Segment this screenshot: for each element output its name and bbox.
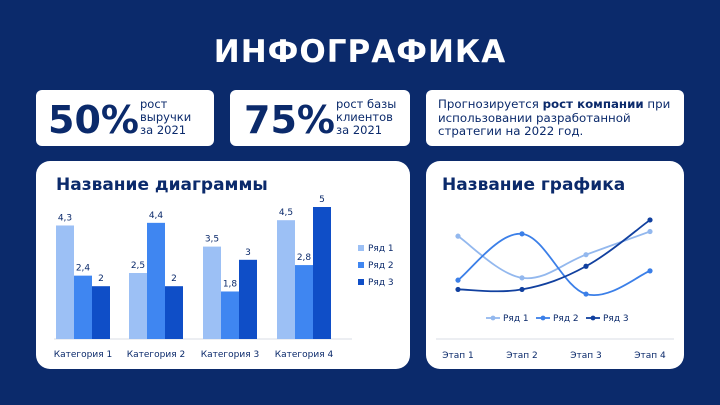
- legend-label: Ряд 3: [368, 278, 394, 288]
- series-line: [457, 230, 651, 280]
- x-tick-label: Этап 3: [570, 351, 602, 361]
- legend-label: Ряд 2: [368, 261, 394, 271]
- bar: [221, 291, 239, 339]
- legend-label: Ряд 1: [368, 244, 394, 254]
- bar: [74, 275, 92, 339]
- data-point: [583, 263, 589, 269]
- stat-label-line: выручки: [140, 110, 192, 124]
- data-label: 2: [171, 274, 177, 284]
- x-tick-label: Категория 3: [201, 350, 259, 360]
- legend-label: Ряд 3: [603, 314, 629, 324]
- bar: [129, 273, 147, 339]
- bar: [165, 286, 183, 339]
- legend-marker: [540, 315, 546, 321]
- stat-value-revenue: 50%: [48, 98, 139, 142]
- data-point: [583, 252, 589, 258]
- data-label: 4,4: [149, 211, 164, 221]
- legend-label: Ряд 1: [503, 314, 529, 324]
- stat-label-line: за 2021: [140, 123, 187, 137]
- stat-card-revenue: 50% рост выручки за 2021: [36, 90, 214, 146]
- note-text-end: при использовании разработанной стратеги…: [438, 97, 671, 138]
- bar: [239, 259, 257, 339]
- data-point: [455, 277, 461, 283]
- bar: [295, 265, 313, 339]
- bar: [277, 220, 295, 339]
- note-text-bold: рост компании: [542, 97, 644, 111]
- data-label: 4,3: [58, 213, 72, 223]
- data-label: 2,8: [297, 253, 312, 263]
- line-chart: Этап 1 Этап 2 Этап 3 Этап 4 Ряд 1 Ряд 2 Ряд 3: [436, 217, 674, 361]
- legend-marker: [590, 315, 596, 321]
- data-label: 3,5: [205, 235, 219, 245]
- data-point: [455, 233, 461, 239]
- data-point: [583, 291, 589, 297]
- data-point: [647, 268, 653, 274]
- x-tick-label: Категория 1: [54, 350, 112, 360]
- page-title: ИНФОГРАФИКА: [213, 34, 507, 70]
- forecast-note-text: Прогнозируется рост компании при использ…: [438, 97, 676, 139]
- stat-label-line: рост: [140, 97, 168, 111]
- data-point: [519, 286, 525, 293]
- line-chart-card: Название графика Этап 1 Этап 2 Этап 3 Этап …: [426, 161, 684, 369]
- series-line: [457, 219, 651, 293]
- data-label: 2,4: [76, 264, 91, 274]
- data-label: 2,5: [131, 261, 145, 271]
- forecast-note-card: Прогнозируется рост компании при использ…: [426, 90, 684, 146]
- data-point: [647, 228, 653, 235]
- bar: [203, 246, 221, 339]
- x-tick-label: Этап 2: [506, 351, 538, 361]
- stat-label-clients: рост базы клиентов за 2021: [336, 98, 396, 137]
- data-label: 3: [245, 248, 251, 258]
- legend-swatch: [358, 279, 364, 285]
- data-point: [519, 231, 525, 237]
- bar: [147, 222, 165, 339]
- data-point: [647, 217, 653, 223]
- stat-value-clients: 75%: [244, 98, 335, 142]
- bar: [56, 225, 74, 339]
- bar-chart-card: Название диаграммы 4,3 2,4 2 Категория 1 2,5…: [36, 161, 410, 369]
- bar-chart-title: Название диаграммы: [56, 175, 268, 195]
- series-line: [457, 232, 651, 297]
- stat-card-clients: 75% рост базы клиентов за 2021: [230, 90, 410, 146]
- legend-swatch: [358, 245, 364, 251]
- data-point: [455, 286, 461, 293]
- x-tick-label: Этап 1: [442, 351, 474, 361]
- bar: [313, 207, 331, 339]
- bar: [92, 286, 110, 339]
- data-label: 1,8: [223, 279, 238, 289]
- legend-label: Ряд 2: [553, 314, 579, 324]
- legend-swatch: [358, 262, 364, 268]
- x-tick-label: Категория 4: [275, 350, 334, 360]
- stat-label-line: за 2021: [336, 123, 383, 137]
- note-text-start: Прогнозируется: [438, 97, 543, 111]
- bar-chart: 4,3 2,4 2 Категория 1 2,5 4,4 2 Категория 2 3,5 1…: [54, 195, 394, 360]
- x-tick-label: Категория 2: [127, 350, 185, 360]
- x-tick-label: Этап 4: [634, 351, 666, 361]
- data-point: [519, 275, 525, 281]
- data-label: 4,5: [279, 208, 293, 218]
- legend-marker: [490, 315, 496, 321]
- data-label: 5: [319, 195, 325, 205]
- stat-label-line: рост базы: [336, 97, 397, 111]
- stat-label-revenue: рост выручки за 2021: [140, 98, 191, 137]
- data-label: 2: [98, 274, 104, 284]
- line-chart-title: Название графика: [442, 175, 626, 195]
- stat-label-line: клиентов: [336, 110, 393, 124]
